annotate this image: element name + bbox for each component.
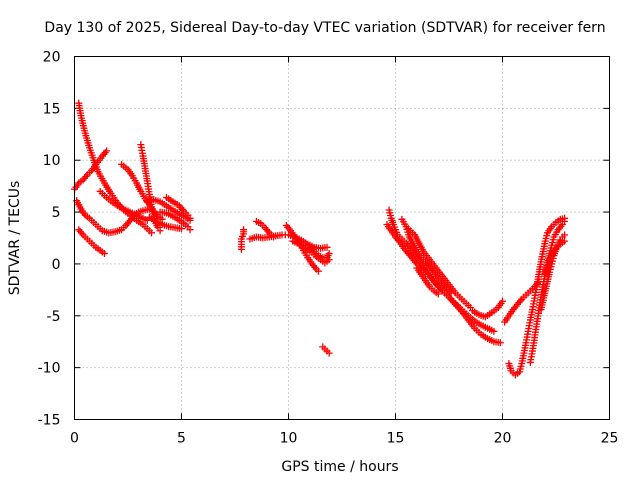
- plot-frame: [74, 56, 610, 420]
- series-trace-17: [306, 241, 333, 262]
- x-tick-label: 0: [70, 431, 79, 447]
- x-tick-label: 5: [177, 431, 186, 447]
- y-tick-label: -10: [38, 361, 61, 377]
- data-point: [561, 217, 569, 225]
- data-point: [148, 229, 156, 237]
- chart-title: Day 130 of 2025, Sidereal Day-to-day VTE…: [44, 20, 605, 36]
- data-point: [178, 225, 185, 233]
- x-tick-label: 10: [280, 431, 298, 447]
- data-point: [499, 297, 506, 305]
- y-axis-label: SDTVAR / TECUs: [7, 181, 23, 296]
- data-point: [434, 290, 442, 298]
- y-tick-label: -5: [47, 309, 61, 325]
- series-trace-10: [163, 194, 194, 222]
- series-trace-24: [469, 297, 506, 321]
- y-tick-label: -15: [38, 413, 61, 429]
- data-point: [186, 226, 194, 234]
- series-trace-7: [137, 141, 164, 235]
- series-trace-4: [75, 226, 108, 258]
- data-point: [100, 250, 108, 258]
- x-tick-label: 15: [387, 431, 405, 447]
- data-point: [156, 227, 164, 235]
- series-trace-26: [505, 214, 569, 379]
- x-axis-label: GPS time / hours: [281, 459, 398, 475]
- data-point: [561, 231, 569, 239]
- data-point: [323, 243, 331, 251]
- x-tick-label: 25: [601, 431, 619, 447]
- series-trace-12: [237, 226, 248, 253]
- x-tick-label: 20: [494, 431, 512, 447]
- data-point: [561, 237, 569, 245]
- y-tick-label: 0: [52, 257, 61, 273]
- series-trace-18: [319, 343, 333, 357]
- data-point: [270, 233, 278, 241]
- data-point: [325, 349, 333, 357]
- y-tick-label: 20: [43, 50, 61, 66]
- series-trace-5: [96, 187, 151, 224]
- series-trace-23: [413, 264, 442, 298]
- y-tick-label: 15: [43, 101, 61, 117]
- data-point: [325, 250, 333, 258]
- series-trace-2: [71, 147, 111, 193]
- series-trace-20: [383, 221, 498, 335]
- series-trace-21: [398, 215, 455, 297]
- series-trace-14: [252, 217, 278, 241]
- series-trace-22: [404, 225, 474, 311]
- series-trace-29: [541, 237, 569, 278]
- y-tick-label: 5: [52, 205, 61, 221]
- data-point: [314, 267, 322, 275]
- data-point: [240, 226, 248, 234]
- data-point: [490, 327, 498, 335]
- data-point: [103, 147, 111, 155]
- data-point: [186, 214, 194, 222]
- series-trace-9: [156, 208, 194, 234]
- y-tick-label: 10: [43, 153, 61, 169]
- series-trace-11: [145, 213, 185, 233]
- data-point: [496, 339, 504, 347]
- series-trace-8: [143, 196, 194, 224]
